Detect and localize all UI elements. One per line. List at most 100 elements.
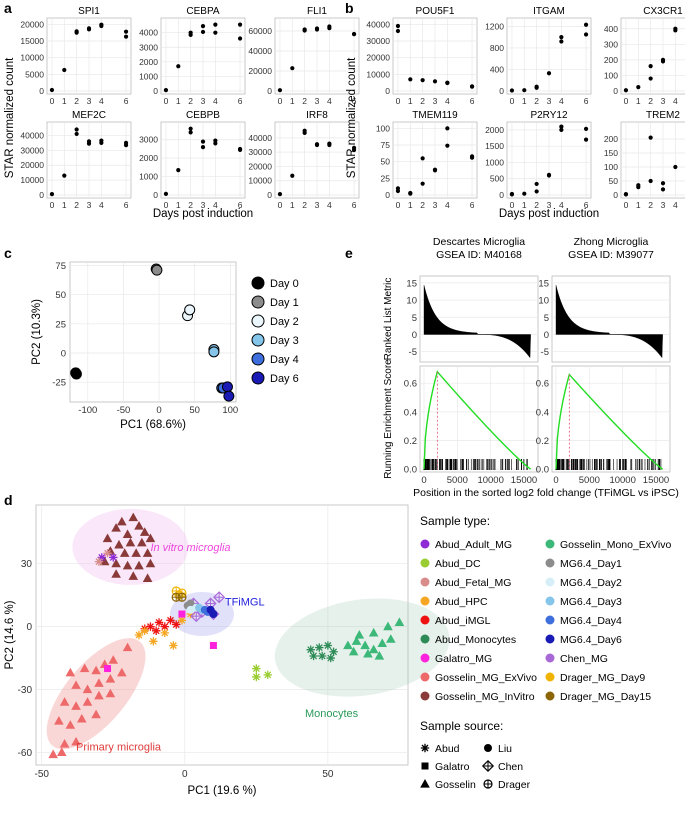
y-tick-label: -5 bbox=[409, 347, 417, 358]
sample-point-triangle bbox=[82, 697, 93, 706]
sample-point-triangle bbox=[48, 749, 58, 759]
data-point bbox=[660, 57, 666, 62]
y-tick-label: 50 bbox=[609, 176, 619, 186]
data-point bbox=[237, 147, 243, 152]
sample-point-triangle bbox=[125, 537, 136, 547]
y-tick-label: 40000 bbox=[20, 130, 44, 140]
data-point bbox=[648, 135, 653, 140]
gene-title: CX3CR1 bbox=[643, 6, 683, 17]
data-point bbox=[623, 88, 629, 93]
sample-point-asterisk bbox=[420, 743, 430, 753]
sample-point-asterisk bbox=[166, 616, 175, 625]
ranked-metric-area bbox=[555, 285, 663, 359]
invitro-ellipse bbox=[72, 508, 189, 585]
data-point bbox=[522, 191, 527, 196]
sample-point-asterisk bbox=[94, 557, 104, 566]
gene-title: CEBPA bbox=[186, 6, 219, 17]
sample-point-square bbox=[209, 641, 217, 649]
y-tick-label: 50 bbox=[381, 157, 391, 167]
x-tick-label: 10000 bbox=[609, 475, 635, 486]
legend-source-label: Chen bbox=[498, 761, 523, 773]
x-tick-label: 2 bbox=[648, 96, 653, 106]
y-tick-label: 0 bbox=[39, 190, 44, 200]
x-tick-label: 1 bbox=[176, 96, 181, 106]
x-tick-label: 1 bbox=[522, 96, 527, 106]
pca-point bbox=[223, 390, 235, 402]
annotation-tfimgl: TFiMGL bbox=[225, 597, 265, 609]
x-tick-label: 0 bbox=[421, 475, 426, 486]
sample-point-triangle bbox=[111, 569, 121, 578]
plot-frame bbox=[69, 261, 237, 403]
sample-point-triangle bbox=[111, 523, 121, 532]
x-tick-label: 4 bbox=[559, 200, 564, 210]
legend-label: Day 1 bbox=[270, 297, 299, 309]
legend-title-type: Sample type: bbox=[420, 514, 490, 528]
y-tick-label: 0.2 bbox=[404, 436, 417, 447]
y-tick-label: 30 bbox=[21, 559, 33, 570]
sample-point-triangle bbox=[59, 697, 70, 706]
x-tick-label: 0 bbox=[164, 96, 169, 106]
legend-type-label: Abud_iMGL bbox=[435, 615, 491, 627]
sample-point-asterisk bbox=[103, 549, 112, 558]
enrichment-curve bbox=[423, 370, 532, 470]
sample-point-drager-cross bbox=[177, 593, 186, 602]
sample-point-chen bbox=[190, 610, 203, 623]
x-tick-label: 2 bbox=[74, 96, 79, 106]
data-point bbox=[648, 178, 653, 184]
legend-swatch bbox=[251, 295, 265, 309]
y-tick-label: 1000 bbox=[139, 71, 158, 81]
x-tick-label: 0 bbox=[278, 200, 283, 210]
x-tick-label: 3 bbox=[201, 96, 206, 106]
sample-point-triangle bbox=[76, 713, 87, 723]
data-point bbox=[445, 143, 450, 148]
sample-point-triangle bbox=[119, 548, 130, 557]
sample-point-triangle bbox=[134, 560, 144, 570]
data-point bbox=[351, 32, 357, 37]
x-tick-label: 2 bbox=[420, 96, 425, 106]
sample-point-chen bbox=[481, 759, 495, 773]
y-tick-label: 15000 bbox=[20, 36, 44, 46]
y-tick-label: 2000 bbox=[139, 153, 158, 163]
data-point bbox=[648, 64, 653, 69]
data-point bbox=[213, 30, 218, 35]
data-point bbox=[86, 26, 92, 31]
x-tick-label: 0 bbox=[50, 96, 55, 106]
pca-point bbox=[70, 368, 82, 380]
sample-point-asterisk bbox=[109, 553, 118, 562]
sample-point-triangle bbox=[65, 667, 76, 677]
legend-type-label: MG6.4_Day1 bbox=[560, 558, 622, 570]
x-tick-label: 0 bbox=[510, 200, 515, 210]
y-tick-label: 5 bbox=[412, 313, 417, 324]
data-point bbox=[469, 155, 475, 160]
y-tick-label: -30 bbox=[18, 685, 33, 696]
x-tick-label: 2 bbox=[534, 96, 539, 106]
y-tick-label: 150 bbox=[604, 148, 618, 158]
x-tick-label: 0 bbox=[182, 769, 188, 780]
y-tick-label: 30000 bbox=[366, 36, 390, 46]
data-point bbox=[277, 88, 283, 93]
sample-point-triangle bbox=[54, 715, 64, 725]
x-tick-label: 0 bbox=[510, 96, 515, 106]
legend-type-label: Abud_DC bbox=[435, 558, 481, 570]
data-point bbox=[188, 126, 193, 131]
x-tick-label: -50 bbox=[34, 769, 49, 780]
pca-point bbox=[151, 264, 163, 276]
y-axis-title: STAR normalized count bbox=[4, 57, 16, 178]
y-tick-label: 0 bbox=[267, 190, 272, 200]
x-tick-label: 1 bbox=[408, 96, 413, 106]
y-tick-label: 0.0 bbox=[536, 465, 549, 476]
x-tick-label: 4 bbox=[673, 200, 678, 210]
sample-point-triangle bbox=[108, 655, 119, 664]
sample-point-asterisk bbox=[160, 622, 169, 631]
data-point bbox=[99, 22, 104, 27]
legend-type-swatch bbox=[420, 615, 430, 625]
x-tick-label: 4 bbox=[99, 200, 104, 210]
y-tick-label: 10 bbox=[406, 296, 417, 307]
annotation-monocytes: Monocytes bbox=[305, 708, 359, 720]
data-point bbox=[123, 34, 129, 39]
x-tick-label: 6 bbox=[584, 200, 589, 210]
x-tick-label: 10000 bbox=[477, 475, 503, 486]
y-tick-label: 400 bbox=[490, 64, 504, 74]
x-tick-label: 2 bbox=[302, 96, 307, 106]
data-point bbox=[395, 28, 401, 34]
